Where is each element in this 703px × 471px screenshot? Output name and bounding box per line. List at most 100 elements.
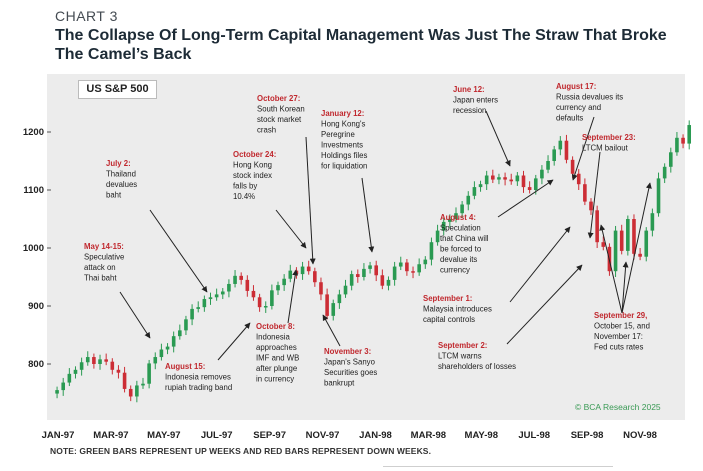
candle-up <box>276 285 280 291</box>
candle-up <box>343 285 348 295</box>
annotation-text: be forced to <box>440 245 482 254</box>
candle-up <box>147 363 151 384</box>
annotation-text: Malaysia introduces <box>423 305 492 314</box>
x-tick-label: NOV-97 <box>306 430 340 441</box>
candle-down <box>110 361 115 370</box>
candle-down <box>325 294 329 316</box>
candle-up <box>300 266 305 275</box>
annotation-date: August 4: <box>440 213 476 222</box>
x-tick-label: MAY-98 <box>465 430 498 441</box>
candle-down <box>570 159 575 174</box>
candle-up <box>67 373 72 383</box>
candle-down <box>405 262 409 272</box>
candle-up <box>386 279 391 286</box>
candle-up <box>190 308 194 320</box>
y-tick-label: 1200 <box>23 127 44 138</box>
annotation-text: LTCM warns <box>438 352 482 361</box>
x-tick-label: MAR-98 <box>411 430 446 441</box>
candle-up <box>662 166 667 179</box>
candle-down <box>355 274 360 277</box>
y-tick-label: 900 <box>28 301 44 312</box>
candle-up <box>368 265 372 269</box>
candle-up <box>448 219 452 222</box>
candle-down <box>251 290 256 298</box>
candle-down <box>380 275 385 286</box>
candle-up <box>159 349 164 358</box>
candle-down <box>509 179 514 182</box>
x-tick-label: SEP-98 <box>571 430 604 441</box>
annotation-arrow <box>305 136 316 265</box>
candle-up <box>644 230 649 257</box>
candle-down <box>239 275 243 280</box>
annotation-text: October 15, and <box>594 322 650 331</box>
annotation-text: Speculation <box>440 224 481 233</box>
candle-up <box>220 291 225 295</box>
annotation-text: devalues <box>106 180 137 189</box>
annotation-date: October 24: <box>233 150 276 159</box>
credit-text: © BCA Research 2025 <box>575 402 661 412</box>
annotation-text: stock index <box>233 171 272 180</box>
annotation-text: Speculative <box>84 253 124 262</box>
x-tick-label: SEP-97 <box>253 430 286 441</box>
annotation-arrow <box>506 264 583 345</box>
candle-up <box>184 319 188 331</box>
annotation-text: after plunge <box>256 364 297 373</box>
candle-up <box>98 359 102 364</box>
annotation-date: August 17: <box>556 82 596 91</box>
annotation-text: shareholders of losses <box>438 362 516 371</box>
annotation-text: Securities goes <box>324 368 377 377</box>
annotation-arrow <box>322 314 341 347</box>
annotation-text: South Korean <box>257 105 305 114</box>
candle-down <box>583 184 587 202</box>
annotation-text: stock market <box>257 115 302 124</box>
annotation-text: defaults <box>556 114 583 123</box>
candles <box>55 120 692 403</box>
annotation-text: Thai baht <box>84 274 117 283</box>
y-tick-label: 1100 <box>23 185 44 196</box>
candle-up <box>552 149 556 161</box>
annotation-text: for liquidation <box>321 162 367 171</box>
candle-up <box>202 299 207 308</box>
candle-up <box>484 175 489 185</box>
annotation-arrow <box>571 116 595 181</box>
annotation-arrows <box>119 110 652 361</box>
candle-up <box>331 303 336 316</box>
candle-down <box>374 265 379 276</box>
annotation-text: crash <box>257 126 276 135</box>
candle-down <box>257 297 262 308</box>
candle-down <box>116 369 121 373</box>
candle-down <box>503 177 507 180</box>
candle-up <box>675 137 679 153</box>
candle-up <box>546 161 550 170</box>
candle-up <box>79 362 84 370</box>
annotation-arrow <box>119 291 151 339</box>
candle-down <box>576 173 581 185</box>
annotation-text: Russia devalues its <box>556 93 623 102</box>
annotation-text: rupiah trading band <box>165 383 232 392</box>
candle-up <box>441 221 446 231</box>
candle-up <box>282 278 286 286</box>
annotation-text: Japan's Sanyo <box>324 358 376 367</box>
candle-down <box>319 282 323 295</box>
candle-up <box>515 175 520 182</box>
candle-up <box>208 297 213 300</box>
candle-up <box>55 390 59 394</box>
annotation-text: bankrupt <box>324 379 355 388</box>
candle-up <box>178 330 182 337</box>
annotation-arrow <box>361 177 375 253</box>
axis-ticks: 800 900 1000 1100 1200 JAN-97 MAR-97 MAY-97 JUL-… <box>23 127 657 441</box>
candle-up <box>270 290 274 306</box>
annotation-text: currency and <box>556 103 601 112</box>
candle-up <box>61 382 66 391</box>
annotation-text: capital controls <box>423 315 475 324</box>
annotation-arrow <box>599 224 623 314</box>
annotation-text: Holdings files <box>321 151 367 160</box>
candle-up <box>497 177 501 180</box>
